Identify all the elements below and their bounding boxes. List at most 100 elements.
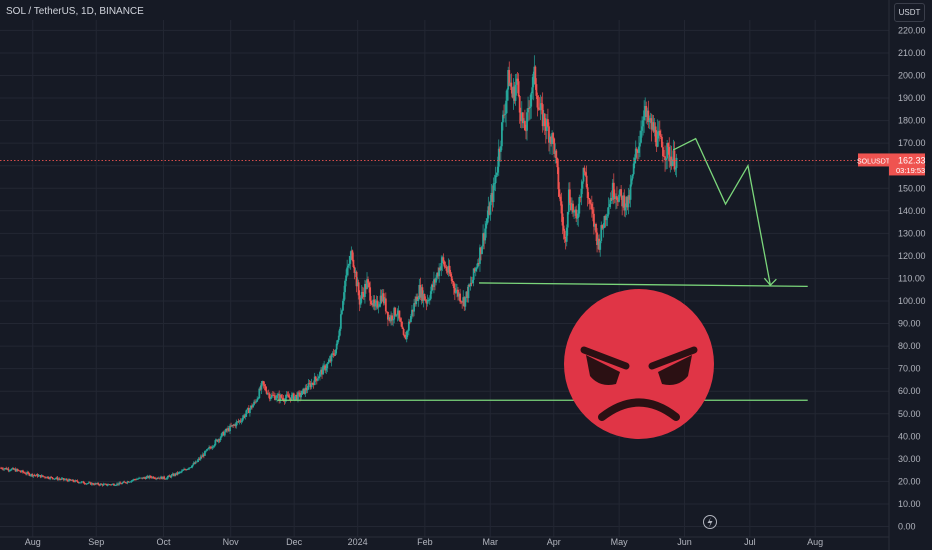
candle-body [504,113,506,116]
candle-body [476,263,479,268]
candle-body [271,394,274,396]
candle-body [457,289,459,297]
candle-body [48,478,51,480]
candle-body [319,372,321,377]
candle-body [635,148,638,151]
candle-body [223,431,226,436]
candle-body [607,206,610,215]
candle-body [514,84,517,101]
candle-body [290,394,293,401]
candle-body [419,284,422,298]
candle-body [407,321,410,331]
candle-body [450,276,453,281]
candle-body [609,198,612,205]
candle-body [36,474,39,477]
candle-body [307,383,310,390]
candle-body [480,247,482,254]
candle-body [611,182,614,200]
candle-body [550,136,552,145]
candle-body [631,174,634,179]
x-tick-label: Oct [156,537,171,547]
candle-body [199,456,202,460]
candle-body [387,311,389,320]
candle-body [559,196,562,202]
candle-body [381,293,384,302]
candle-body [251,405,253,408]
candle-body [189,467,192,469]
candle-body [672,150,675,161]
candle-body [30,474,33,476]
candle-body [115,484,117,486]
candle-body [289,397,292,401]
candle-body [261,381,264,384]
candle-body [186,469,189,470]
candle-body [473,268,476,272]
candle-body [483,233,486,241]
candle-body [410,315,412,323]
candle-body [296,394,298,400]
candle-body [438,267,441,277]
candle-body [60,478,63,480]
candle-body [153,478,156,480]
right-brow [648,346,698,370]
candle-body [451,280,454,283]
candle-body [347,265,350,268]
candle-body [614,196,617,199]
candle-body [119,482,122,484]
candle-body [465,291,468,298]
candle-body [197,458,200,461]
candle-body [533,66,536,74]
candle-body [544,126,547,131]
candle-body [312,383,315,386]
candle-body [526,112,528,131]
candle-body [393,307,396,320]
candle-body [231,425,234,427]
candle-body [395,314,398,316]
candle-body [540,103,543,105]
y-tick-label: 100.00 [898,296,926,306]
candle-body [51,477,54,479]
candle-body [40,475,43,478]
candle-body [509,82,512,86]
candle-body [64,479,67,481]
candle-body [562,225,565,231]
candle-body [619,189,621,195]
candle-body [670,156,673,167]
candle-body [336,340,339,344]
candle-body [101,484,104,486]
candle-body [170,474,173,478]
candle-body [187,468,190,470]
candle-body [481,246,483,254]
candle-body [198,458,201,460]
candle-body [158,477,160,479]
candle-body [4,467,7,469]
candle-body [626,196,629,208]
currency-button[interactable]: USDT [894,3,925,22]
candle-body [365,284,367,289]
candle-body [595,223,597,233]
candle-body [164,478,167,480]
candle-body [193,463,196,465]
candle-body [287,395,290,398]
candle-body [557,167,560,190]
candle-body [425,300,428,304]
candle-body [238,420,241,422]
lightning-icon[interactable] [703,515,717,529]
candle-body [403,334,406,338]
candle-body [506,89,509,101]
candle-body [434,279,436,283]
x-tick-label: Feb [417,537,433,547]
candle-body [581,181,584,189]
candle-body [435,277,437,283]
candle-body [529,106,532,109]
candle-body [659,135,662,137]
candle-body [299,392,301,398]
candle-body [216,439,219,442]
candle-body [563,230,566,239]
candle-body [222,431,225,436]
candle-body [15,469,18,472]
candle-body [68,479,70,482]
candle-body [225,428,228,431]
candle-body [485,223,488,229]
